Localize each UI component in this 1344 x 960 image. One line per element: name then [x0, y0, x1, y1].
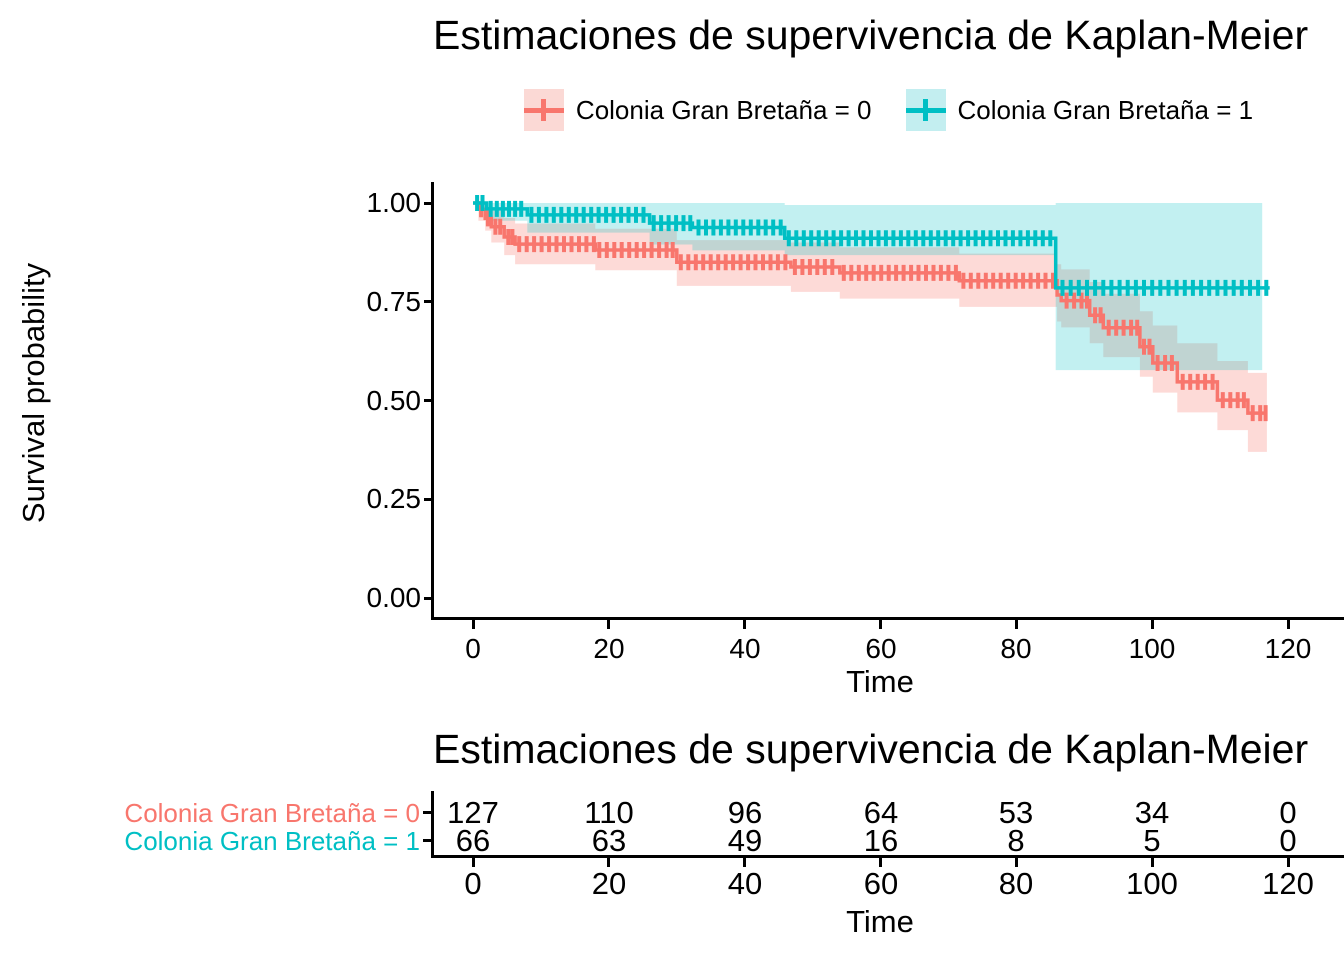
legend-label-group0: Colonia Gran Bretaña = 0	[575, 94, 872, 125]
x-tick-label: 0	[465, 633, 481, 664]
risk-count-r0-t60: 64	[863, 795, 899, 830]
y-tick-mark	[424, 597, 433, 600]
risk-x-tick-label: 60	[863, 866, 899, 901]
risk-x-tick-mark	[472, 858, 475, 867]
risk-x-tick-mark	[743, 858, 746, 867]
survival-plot-panel	[473, 195, 1270, 452]
risk-x-tick-mark	[1015, 858, 1018, 867]
risk-x-tick-label: 120	[1262, 866, 1314, 901]
risk-x-tick-mark	[607, 858, 610, 867]
x-axis-line	[431, 617, 1344, 620]
x-tick-label: 80	[1000, 633, 1032, 664]
y-tick-mark	[424, 300, 433, 303]
y-axis-title: Survival probability	[16, 262, 51, 524]
ci-band-group1	[473, 203, 1263, 371]
survival-curve-group1	[473, 201, 1270, 290]
legend-key-cross-icon	[523, 89, 564, 131]
main-plot-title: Estimaciones de supervivencia de Kaplan-…	[433, 12, 1309, 58]
ci-band-group0	[473, 203, 1267, 452]
risk-x-tick-label: 20	[591, 866, 627, 901]
y-tick-mark	[424, 498, 433, 501]
risk-row-label-group0: Colonia Gran Bretaña = 0	[124, 798, 420, 828]
risk-x-tick-mark	[1151, 858, 1154, 867]
risk-row-label-group1: Colonia Gran Bretaña = 1	[124, 826, 420, 856]
risk-x-axis-line	[431, 855, 1344, 858]
legend-item-group0: Colonia Gran Bretaña = 0	[523, 89, 872, 131]
risk-count-r0-t0: 127	[447, 795, 499, 830]
x-axis-title: Time	[846, 664, 914, 699]
x-tick-mark	[472, 620, 475, 629]
risk-count-r0-t80: 53	[998, 795, 1034, 830]
x-tick-mark	[1287, 620, 1290, 629]
y-tick-mark	[424, 399, 433, 402]
risk-x-axis-title: Time	[846, 904, 914, 939]
x-tick-label: 120	[1264, 633, 1312, 664]
risk-count-r0-t20: 110	[584, 795, 634, 830]
risk-count-r0-t120: 0	[1279, 795, 1297, 830]
risk-row-tick-group1	[423, 839, 432, 842]
risk-count-r1-t100: 5	[1143, 823, 1161, 858]
x-tick-mark	[1015, 620, 1018, 629]
x-tick-label: 20	[593, 633, 625, 664]
risk-count-r1-t40: 49	[727, 823, 763, 858]
y-tick-label: 0.50	[366, 385, 422, 416]
risk-table-title: Estimaciones de supervivencia de Kaplan-…	[433, 726, 1309, 772]
risk-row-tick-group0	[423, 811, 432, 814]
risk-x-tick-label: 0	[464, 866, 482, 901]
risk-count-r1-t120: 0	[1279, 823, 1297, 858]
x-tick-label: 60	[865, 633, 897, 664]
risk-count-r0-t40: 96	[727, 795, 763, 830]
y-tick-label: 1.00	[366, 187, 422, 218]
legend-cross-vbar	[923, 99, 928, 121]
risk-x-tick-mark	[1287, 858, 1290, 867]
risk-x-tick-mark	[879, 858, 882, 867]
x-tick-label: 100	[1128, 633, 1176, 664]
risk-count-r1-t20: 63	[591, 823, 627, 858]
y-tick-label: 0.00	[366, 582, 422, 613]
x-tick-mark	[743, 620, 746, 629]
risk-count-r1-t60: 16	[863, 823, 899, 858]
legend-label-group1: Colonia Gran Bretaña = 1	[957, 94, 1254, 125]
legend-key-cross-icon	[905, 89, 946, 131]
legend: Colonia Gran Bretaña = 0 Colonia Gran Br…	[433, 86, 1344, 134]
x-tick-label: 40	[729, 633, 761, 664]
risk-x-tick-label: 80	[998, 866, 1034, 901]
x-tick-mark	[1151, 620, 1154, 629]
risk-x-tick-label: 100	[1126, 866, 1178, 901]
y-tick-label: 0.25	[366, 483, 422, 514]
risk-x-tick-label: 40	[727, 866, 763, 901]
risk-y-axis-line	[431, 791, 434, 858]
risk-count-r1-t80: 8	[1007, 823, 1025, 858]
y-tick-mark	[424, 202, 433, 205]
legend-item-group1: Colonia Gran Bretaña = 1	[905, 89, 1254, 131]
x-tick-mark	[879, 620, 882, 629]
x-tick-mark	[607, 620, 610, 629]
risk-count-r1-t0: 66	[455, 823, 491, 858]
risk-count-r0-t100: 34	[1134, 795, 1170, 830]
legend-cross-vbar	[541, 99, 547, 121]
y-tick-label: 0.75	[366, 286, 422, 317]
censor-ticks-group1	[475, 195, 1269, 296]
